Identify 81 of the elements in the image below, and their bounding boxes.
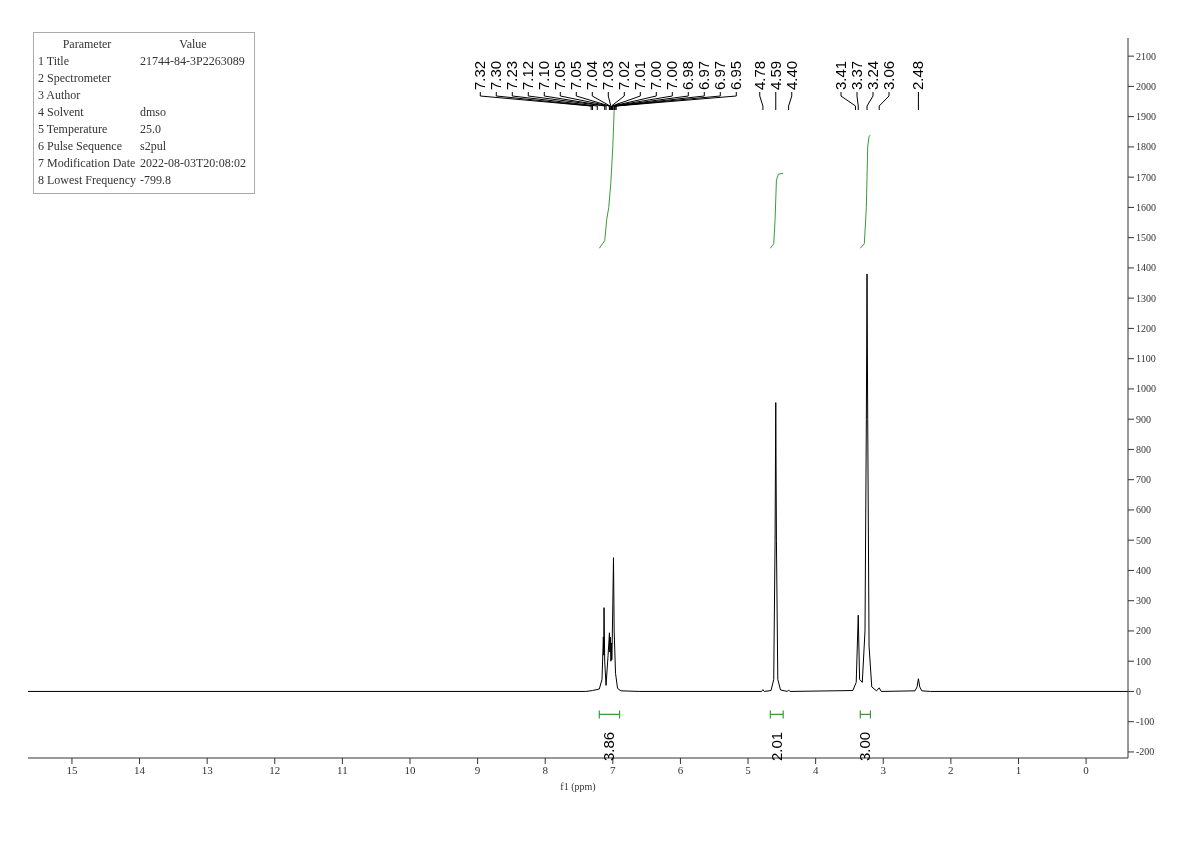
y-tick-label: 2100 [1136, 50, 1156, 62]
y-tick-label: 1000 [1136, 383, 1156, 395]
annotation: 3.06 [880, 60, 897, 90]
x-tick-label: 4 [812, 763, 819, 776]
line-series [28, 273, 1128, 692]
annotation: 7.10 [535, 60, 553, 90]
x-tick-label: 2 [948, 763, 954, 776]
annotation: 7.32 [471, 60, 489, 90]
text: 6 Pulse Sequence s2pul [38, 139, 166, 153]
y-tick-label: 1100 [1136, 353, 1156, 365]
x-tick-label: 15 [66, 763, 78, 776]
y-tick-label: 1600 [1136, 201, 1156, 213]
annotation: 3.41 [832, 60, 849, 90]
x-tick-label: 11 [337, 763, 348, 776]
x-tick-label: 1 [1015, 763, 1022, 776]
y-tick-label: 900 [1136, 413, 1151, 425]
y-tick-label: 600 [1136, 504, 1151, 516]
annotation: 3.37 [848, 60, 865, 90]
x-tick-label: 0 [1083, 763, 1090, 776]
x-tick-label: 10 [404, 763, 416, 776]
line-series [769, 172, 784, 249]
annotation: 7.23 [503, 60, 521, 90]
y-tick-label: 1300 [1136, 292, 1156, 304]
x-tick-label: 5 [745, 763, 752, 776]
y-tick-label: 1900 [1136, 111, 1156, 123]
annotation: 7.05 [551, 60, 569, 90]
annotation: 7.05 [567, 60, 585, 90]
annotation: 7.00 [663, 60, 681, 90]
y-tick-label: 500 [1136, 534, 1151, 546]
annotation: 7.00 [647, 60, 665, 90]
y-tick-label: 1800 [1136, 141, 1156, 153]
annotation: 6.98 [679, 60, 697, 90]
y-tick-label: -200 [1136, 746, 1155, 758]
annotation: 7.12 [519, 60, 537, 90]
annotation: 7 Modification Date 2022-08-03T20:08:02 [38, 155, 246, 172]
x-tick-label: 7 [610, 763, 617, 776]
y-tick-label: 700 [1136, 474, 1151, 486]
annotation: 3.00 [856, 731, 874, 762]
annotation: 3.24 [864, 60, 881, 90]
line-series [859, 134, 871, 249]
annotation: 7.02 [615, 60, 633, 90]
annotation: 6.95 [727, 60, 745, 90]
annotation: 3 Author [38, 87, 82, 104]
x-tick-label: 12 [269, 763, 281, 776]
x-tick-label: 8 [542, 763, 549, 776]
text: 4 Solvent dmso [38, 105, 166, 119]
annotation: 2.01 [767, 731, 785, 762]
annotation: 7.03 [599, 60, 617, 90]
y-tick-label: 1500 [1136, 232, 1156, 244]
x-tick-label: 13 [201, 763, 214, 776]
x-tick-label: 14 [134, 763, 146, 776]
annotation: 8 Lowest Frequency -799.8 [38, 172, 172, 189]
annotation: 7.01 [631, 60, 649, 90]
y-tick-label: 200 [1136, 625, 1151, 637]
annotation: 7.04 [583, 60, 601, 90]
annotation: 2 Spectrometer [38, 70, 112, 87]
y-tick-label: 0 [1136, 686, 1141, 697]
y-tick-label: 1400 [1136, 262, 1156, 274]
annotation: 3.86 [600, 731, 618, 762]
y-tick-label: 300 [1136, 595, 1151, 607]
y-tick-label: 100 [1136, 655, 1151, 667]
x-tick-label: 6 [677, 763, 684, 776]
text: Parameter Value [62, 37, 207, 51]
annotation: 6.97 [711, 60, 729, 90]
x-tick-label: 9 [474, 763, 481, 776]
annotation: 4.59 [766, 60, 784, 90]
annotation: 7.30 [487, 60, 505, 90]
x-tick-label: 3 [880, 763, 887, 776]
y-tick-label: 1700 [1136, 171, 1156, 183]
annotation: 4.78 [750, 60, 768, 90]
annotation: 2.48 [909, 60, 927, 90]
x-axis-title: f1 (ppm) [560, 781, 596, 793]
y-tick-label: 400 [1136, 564, 1151, 576]
y-tick-label: 1200 [1136, 322, 1156, 334]
y-tick-label: 800 [1136, 443, 1151, 455]
y-tick-label: -100 [1136, 716, 1155, 728]
text: 5 Temperature 25.0 [38, 122, 161, 136]
annotation: 6.97 [695, 60, 713, 90]
text: 1 Title 21744-84-3P2263089 [38, 54, 245, 68]
y-tick-label: 2000 [1136, 80, 1156, 92]
annotation: 4.40 [782, 60, 800, 90]
